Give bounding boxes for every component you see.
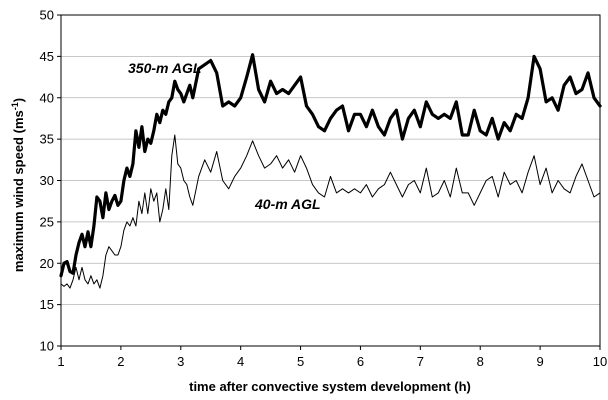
series-line-40m	[60, 134, 601, 289]
grid-lines	[61, 55, 600, 306]
x-tick-label-10: 10	[593, 354, 607, 369]
y-tick-label-45: 45	[40, 49, 54, 64]
x-tick-label-9: 9	[536, 354, 543, 369]
y-tick-label-30: 30	[40, 173, 54, 188]
x-axis-ticks: 1 2 3 4 5 6 7 8 9 10	[57, 346, 607, 369]
y-tick-label-25: 25	[40, 214, 54, 229]
y-tick-label-35: 35	[40, 132, 54, 147]
annotation-40m: 40-m AGL	[254, 196, 321, 212]
x-tick-label-2: 2	[117, 354, 124, 369]
x-tick-label-7: 7	[417, 354, 424, 369]
annotation-350m: 350-m AGL	[128, 60, 201, 76]
x-tick-label-3: 3	[177, 354, 184, 369]
y-axis-title-unit-exponent: -1	[10, 102, 20, 110]
x-tick-label-5: 5	[297, 354, 304, 369]
x-tick-label-4: 4	[237, 354, 244, 369]
y-tick-label-50: 50	[40, 8, 54, 23]
x-tick-label-8: 8	[477, 354, 484, 369]
y-axis-ticks: 10 15 20 25 30 35 40 45 50	[40, 8, 61, 354]
x-tick-label-6: 6	[357, 354, 364, 369]
series-line-350m	[59, 53, 602, 278]
y-tick-label-15: 15	[40, 297, 54, 312]
x-tick-label-1: 1	[57, 354, 64, 369]
y-axis-title-end: )	[11, 98, 26, 102]
series-lines	[59, 53, 602, 289]
y-tick-label-40: 40	[40, 90, 54, 105]
y-tick-label-10: 10	[40, 339, 54, 354]
x-axis-title: time after convective system development…	[189, 379, 471, 394]
y-tick-label-20: 20	[40, 256, 54, 271]
y-axis-title: maximum wind speed (ms-1)	[10, 98, 26, 272]
y-axis-title-main: maximum wind speed (ms	[11, 110, 26, 272]
